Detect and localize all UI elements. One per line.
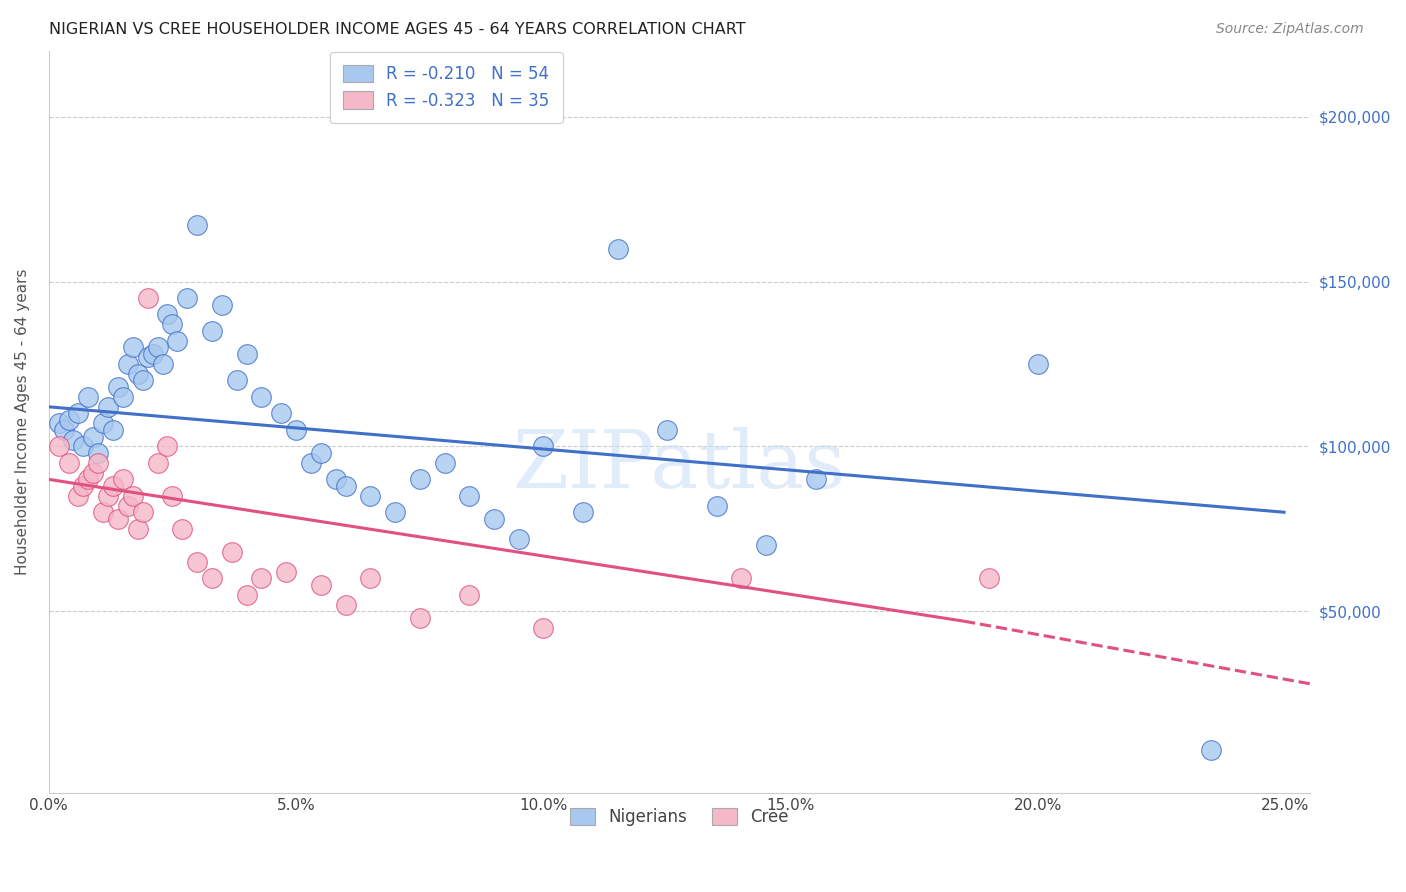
Point xyxy=(508,532,530,546)
Point xyxy=(136,291,159,305)
Point xyxy=(384,505,406,519)
Point xyxy=(250,390,273,404)
Point xyxy=(146,456,169,470)
Point xyxy=(176,291,198,305)
Point xyxy=(221,545,243,559)
Point xyxy=(276,565,298,579)
Point xyxy=(72,439,94,453)
Point xyxy=(335,479,357,493)
Point xyxy=(409,611,432,625)
Point xyxy=(77,390,100,404)
Point xyxy=(533,621,555,635)
Point xyxy=(87,456,110,470)
Point xyxy=(111,472,134,486)
Point xyxy=(111,390,134,404)
Point xyxy=(166,334,188,348)
Point xyxy=(1026,357,1049,371)
Point xyxy=(107,512,129,526)
Point xyxy=(458,588,481,602)
Point xyxy=(172,522,194,536)
Point xyxy=(270,406,292,420)
Point xyxy=(250,571,273,585)
Point xyxy=(235,347,257,361)
Point xyxy=(107,380,129,394)
Point xyxy=(146,341,169,355)
Point xyxy=(186,555,208,569)
Point xyxy=(804,472,827,486)
Point xyxy=(755,538,778,552)
Point xyxy=(285,423,308,437)
Point xyxy=(533,439,555,453)
Text: Source: ZipAtlas.com: Source: ZipAtlas.com xyxy=(1216,22,1364,37)
Point xyxy=(657,423,679,437)
Point xyxy=(72,479,94,493)
Point xyxy=(142,347,165,361)
Point xyxy=(127,522,149,536)
Point xyxy=(458,489,481,503)
Point xyxy=(136,351,159,365)
Point xyxy=(606,242,628,256)
Point xyxy=(186,219,208,233)
Point xyxy=(62,433,84,447)
Point xyxy=(121,341,143,355)
Point xyxy=(211,297,233,311)
Point xyxy=(225,374,247,388)
Point xyxy=(117,499,139,513)
Point xyxy=(482,512,505,526)
Point xyxy=(433,456,456,470)
Point xyxy=(52,423,75,437)
Point xyxy=(97,489,120,503)
Point xyxy=(101,479,124,493)
Point xyxy=(309,446,332,460)
Point xyxy=(91,417,114,431)
Point xyxy=(730,571,752,585)
Point xyxy=(91,505,114,519)
Point xyxy=(359,571,381,585)
Point xyxy=(1201,743,1223,757)
Point xyxy=(309,578,332,592)
Point xyxy=(58,413,80,427)
Point xyxy=(325,472,347,486)
Point xyxy=(152,357,174,371)
Point xyxy=(127,367,149,381)
Point xyxy=(977,571,1000,585)
Point xyxy=(156,439,179,453)
Point xyxy=(235,588,257,602)
Point xyxy=(67,489,90,503)
Point xyxy=(77,472,100,486)
Point xyxy=(48,439,70,453)
Point xyxy=(409,472,432,486)
Point xyxy=(132,374,155,388)
Point xyxy=(156,308,179,322)
Point xyxy=(67,406,90,420)
Point xyxy=(97,400,120,414)
Text: NIGERIAN VS CREE HOUSEHOLDER INCOME AGES 45 - 64 YEARS CORRELATION CHART: NIGERIAN VS CREE HOUSEHOLDER INCOME AGES… xyxy=(49,22,745,37)
Point xyxy=(162,489,184,503)
Point xyxy=(117,357,139,371)
Legend: Nigerians, Cree: Nigerians, Cree xyxy=(560,798,799,837)
Point xyxy=(82,466,104,480)
Point xyxy=(572,505,595,519)
Point xyxy=(58,456,80,470)
Point xyxy=(121,489,143,503)
Point xyxy=(201,324,224,338)
Point xyxy=(162,318,184,332)
Text: ZIPatlas: ZIPatlas xyxy=(513,427,846,505)
Point xyxy=(82,429,104,443)
Point xyxy=(706,499,728,513)
Point xyxy=(201,571,224,585)
Point xyxy=(132,505,155,519)
Point xyxy=(101,423,124,437)
Point xyxy=(335,598,357,612)
Point xyxy=(87,446,110,460)
Point xyxy=(299,456,322,470)
Point xyxy=(48,417,70,431)
Point xyxy=(359,489,381,503)
Y-axis label: Householder Income Ages 45 - 64 years: Householder Income Ages 45 - 64 years xyxy=(15,268,30,575)
